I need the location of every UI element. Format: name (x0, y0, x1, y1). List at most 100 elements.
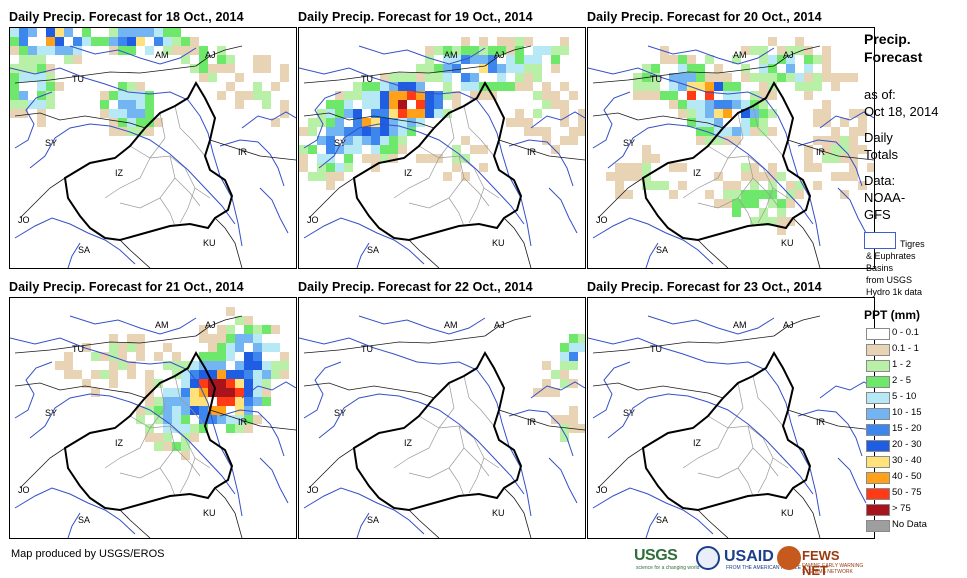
province-boundary (707, 145, 764, 169)
partner-logos: USGS science for a changing world USAID … (634, 545, 864, 578)
totals-label: Daily Totals (864, 129, 898, 163)
province-boundary (174, 177, 201, 207)
country-border (308, 177, 355, 219)
legend-label: 50 - 75 (892, 487, 922, 498)
basin-line (14, 361, 53, 419)
basin-line (592, 487, 714, 535)
country-label: AJ (205, 50, 216, 60)
country-label: IZ (404, 438, 413, 448)
legend-label: 15 - 20 (892, 423, 922, 434)
country-border (14, 382, 146, 399)
country-border (308, 447, 355, 489)
country-label: AM (733, 50, 747, 60)
totals-line: Daily (864, 130, 893, 145)
basin-note-line: from USGS (866, 275, 913, 285)
basin-line (10, 67, 243, 247)
country-border (498, 139, 585, 161)
precip-map: AM AJ TU SY IR IZ JO SA KU (9, 297, 297, 539)
country-border (303, 382, 435, 399)
province-boundary (448, 467, 465, 497)
legend-swatch (866, 424, 890, 436)
forecast-panel-oct-20: Daily Precip. Forecast for 20 Oct., 2014… (587, 10, 875, 269)
province-boundary (408, 425, 465, 479)
basin-line (299, 337, 532, 517)
forecast-panel-oct-19: Daily Precip. Forecast for 19 Oct., 2014… (298, 10, 586, 269)
country-label: AJ (205, 320, 216, 330)
country-border (14, 335, 197, 354)
data-source-line: NOAA- (864, 190, 906, 205)
province-boundary (393, 427, 440, 469)
basin-line (303, 361, 342, 419)
country-label: JO (307, 215, 319, 225)
data-source-line: Data: (864, 173, 896, 188)
forecast-panel-oct-21: Daily Precip. Forecast for 21 Oct., 2014… (9, 280, 297, 539)
country-label: IR (527, 417, 537, 427)
province-boundary (752, 105, 784, 157)
province-boundary (757, 457, 774, 494)
province-boundary (174, 105, 206, 157)
province-boundary (104, 427, 151, 469)
country-label: JO (307, 485, 319, 495)
country-border (592, 65, 775, 84)
legend-swatch (866, 504, 890, 516)
basin-line (508, 409, 574, 457)
precip-map: AM AJ TU SY IR IZ JO SA KU (587, 27, 875, 269)
legend-swatch (866, 520, 890, 532)
legend-swatch (866, 360, 890, 372)
province-boundary (727, 382, 744, 429)
province-boundary (174, 375, 206, 427)
basin-line (647, 45, 775, 65)
basin-line (69, 315, 197, 335)
basin-note-line: Basins (866, 263, 894, 273)
country-border (19, 177, 66, 219)
basin-line (508, 139, 574, 187)
country-label: SY (45, 408, 57, 418)
basin-line (548, 187, 578, 234)
as-of-date: as of: Oct 18, 2014 (864, 86, 938, 120)
basin-line (548, 457, 578, 504)
fews-globe-icon (777, 546, 801, 570)
country-label: SA (367, 515, 379, 525)
country-label: AJ (494, 320, 505, 330)
basin-line (259, 457, 289, 504)
basin-line (69, 45, 197, 65)
province-boundary (697, 425, 754, 479)
province-boundary (727, 112, 744, 159)
precip-map: AM AJ TU SY IR IZ JO SA KU (587, 297, 875, 539)
basin-line (303, 91, 342, 149)
legend-label: 0 - 0.1 (892, 327, 919, 338)
country-label: IZ (115, 168, 124, 178)
basin-line (219, 409, 285, 457)
legend-swatch (866, 440, 890, 452)
basin-line (647, 315, 775, 335)
country-label: SY (45, 138, 57, 148)
forecast-panel-oct-22: Daily Precip. Forecast for 22 Oct., 2014… (298, 280, 586, 539)
legend-swatch (866, 408, 890, 420)
country-border (787, 139, 874, 161)
usaid-logo: USAID (724, 548, 774, 565)
province-boundary (752, 447, 779, 477)
precip-grid (606, 37, 874, 235)
province-boundary (463, 105, 495, 157)
basin-note-line: Hydro 1k data (866, 287, 923, 297)
country-label: KU (781, 238, 794, 248)
country-label: IR (527, 147, 537, 157)
country-border (303, 65, 486, 84)
precip-grid (55, 307, 289, 460)
province-boundary (752, 375, 784, 427)
precip-grid (10, 28, 289, 136)
country-label: IZ (404, 168, 413, 178)
country-border (697, 509, 729, 538)
legend-label: > 75 (892, 503, 911, 514)
province-boundary (752, 177, 779, 207)
country-label: IR (816, 417, 826, 427)
precip-grid (533, 334, 585, 442)
basin-line (299, 67, 532, 247)
basin-line (303, 217, 425, 265)
province-boundary (119, 155, 176, 209)
province-boundary (468, 457, 485, 494)
basin-line (645, 242, 659, 268)
province-boundary (762, 437, 789, 469)
country-border (214, 487, 243, 538)
fews-net-logo: FEWS NET (802, 548, 840, 578)
